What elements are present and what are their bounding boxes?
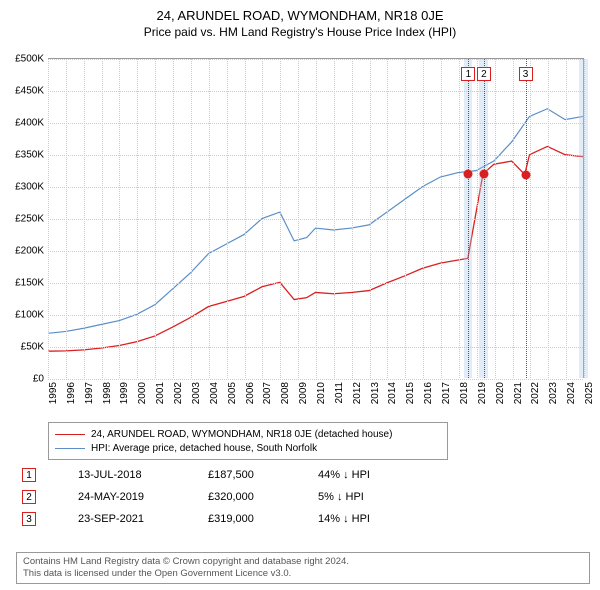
transaction-date: 23-SEP-2021 — [78, 513, 208, 525]
y-axis-label: £250K — [15, 214, 44, 225]
y-axis-label: £500K — [15, 54, 44, 65]
transaction-diff: 44% ↓ HPI — [318, 469, 370, 481]
chart-container: 24, ARUNDEL ROAD, WYMONDHAM, NR18 0JE Pr… — [0, 0, 600, 590]
y-axis-label: £350K — [15, 150, 44, 161]
x-axis-label: 2003 — [191, 382, 202, 404]
x-axis-label: 2020 — [495, 382, 506, 404]
marker-dot — [479, 170, 488, 179]
x-axis-label: 2008 — [280, 382, 291, 404]
legend-label: HPI: Average price, detached house, Sout… — [91, 443, 317, 454]
marker-label-box: 2 — [477, 67, 491, 81]
chart-subtitle: Price paid vs. HM Land Registry's House … — [0, 25, 600, 39]
transaction-row: 1 13-JUL-2018£187,50044% ↓ HPI — [20, 464, 570, 486]
x-axis-label: 2025 — [584, 382, 595, 404]
y-axis-label: £300K — [15, 182, 44, 193]
transaction-price: £319,000 — [208, 513, 318, 525]
marker-line — [484, 59, 485, 378]
y-axis-label: £450K — [15, 86, 44, 97]
x-axis-label: 2016 — [423, 382, 434, 404]
x-axis-label: 2007 — [262, 382, 273, 404]
transaction-row: 2 24-MAY-2019£320,0005% ↓ HPI — [20, 486, 570, 508]
marker-label-box: 3 — [519, 67, 533, 81]
x-axis-label: 2015 — [405, 382, 416, 404]
x-axis-label: 2009 — [298, 382, 309, 404]
legend-item: 24, ARUNDEL ROAD, WYMONDHAM, NR18 0JE (d… — [55, 427, 441, 441]
marker-line — [468, 59, 469, 378]
x-axis-label: 2004 — [209, 382, 220, 404]
x-axis-label: 2018 — [459, 382, 470, 404]
transaction-marker-box: 1 — [22, 468, 36, 482]
x-axis-label: 2001 — [155, 382, 166, 404]
marker-label-box: 1 — [461, 67, 475, 81]
y-axis-label: £400K — [15, 118, 44, 129]
chart-title: 24, ARUNDEL ROAD, WYMONDHAM, NR18 0JE — [0, 8, 600, 23]
y-axis-label: £200K — [15, 246, 44, 257]
x-axis-label: 2011 — [334, 382, 345, 404]
marker-line — [526, 59, 527, 378]
transaction-table: 1 13-JUL-2018£187,50044% ↓ HPI 2 24-MAY-201… — [20, 464, 570, 530]
legend-swatch — [55, 448, 85, 449]
transaction-price: £320,000 — [208, 491, 318, 503]
x-axis-label: 1995 — [48, 382, 59, 404]
y-axis-label: £50K — [21, 342, 44, 353]
y-axis-label: £150K — [15, 278, 44, 289]
y-axis-label: £100K — [15, 310, 44, 321]
x-axis-label: 2021 — [513, 382, 524, 404]
transaction-diff: 5% ↓ HPI — [318, 491, 364, 503]
x-axis-label: 1996 — [66, 382, 77, 404]
x-axis-label: 2014 — [387, 382, 398, 404]
x-axis-label: 2023 — [548, 382, 559, 404]
x-axis-label: 2005 — [227, 382, 238, 404]
y-axis-label: £0 — [33, 374, 44, 385]
x-axis-label: 2006 — [245, 382, 256, 404]
x-axis-label: 1999 — [119, 382, 130, 404]
footer-attribution: Contains HM Land Registry data © Crown c… — [16, 552, 590, 584]
transaction-marker-box: 2 — [22, 490, 36, 504]
transaction-diff: 14% ↓ HPI — [318, 513, 370, 525]
x-axis-label: 2013 — [370, 382, 381, 404]
marker-dot — [521, 170, 530, 179]
x-axis-label: 2024 — [566, 382, 577, 404]
x-axis-label: 1997 — [84, 382, 95, 404]
legend-item: HPI: Average price, detached house, Sout… — [55, 441, 441, 455]
legend-label: 24, ARUNDEL ROAD, WYMONDHAM, NR18 0JE (d… — [91, 429, 392, 440]
footer-line-2: This data is licensed under the Open Gov… — [23, 568, 583, 580]
legend: 24, ARUNDEL ROAD, WYMONDHAM, NR18 0JE (d… — [48, 422, 448, 460]
x-axis-label: 2002 — [173, 382, 184, 404]
highlight-band — [579, 59, 588, 378]
x-axis-label: 2000 — [137, 382, 148, 404]
x-axis-label: 2022 — [530, 382, 541, 404]
transaction-date: 13-JUL-2018 — [78, 469, 208, 481]
legend-swatch — [55, 434, 85, 435]
x-axis-label: 2010 — [316, 382, 327, 404]
plot-area: £0£50K£100K£150K£200K£250K£300K£350K£400… — [48, 58, 584, 378]
title-area: 24, ARUNDEL ROAD, WYMONDHAM, NR18 0JE Pr… — [0, 0, 600, 39]
x-axis-label: 2019 — [477, 382, 488, 404]
transaction-row: 3 23-SEP-2021£319,00014% ↓ HPI — [20, 508, 570, 530]
x-axis-label: 2012 — [352, 382, 363, 404]
footer-line-1: Contains HM Land Registry data © Crown c… — [23, 556, 583, 568]
transaction-price: £187,500 — [208, 469, 318, 481]
marker-dot — [464, 170, 473, 179]
transaction-date: 24-MAY-2019 — [78, 491, 208, 503]
x-axis-label: 1998 — [102, 382, 113, 404]
x-axis-label: 2017 — [441, 382, 452, 404]
transaction-marker-box: 3 — [22, 512, 36, 526]
